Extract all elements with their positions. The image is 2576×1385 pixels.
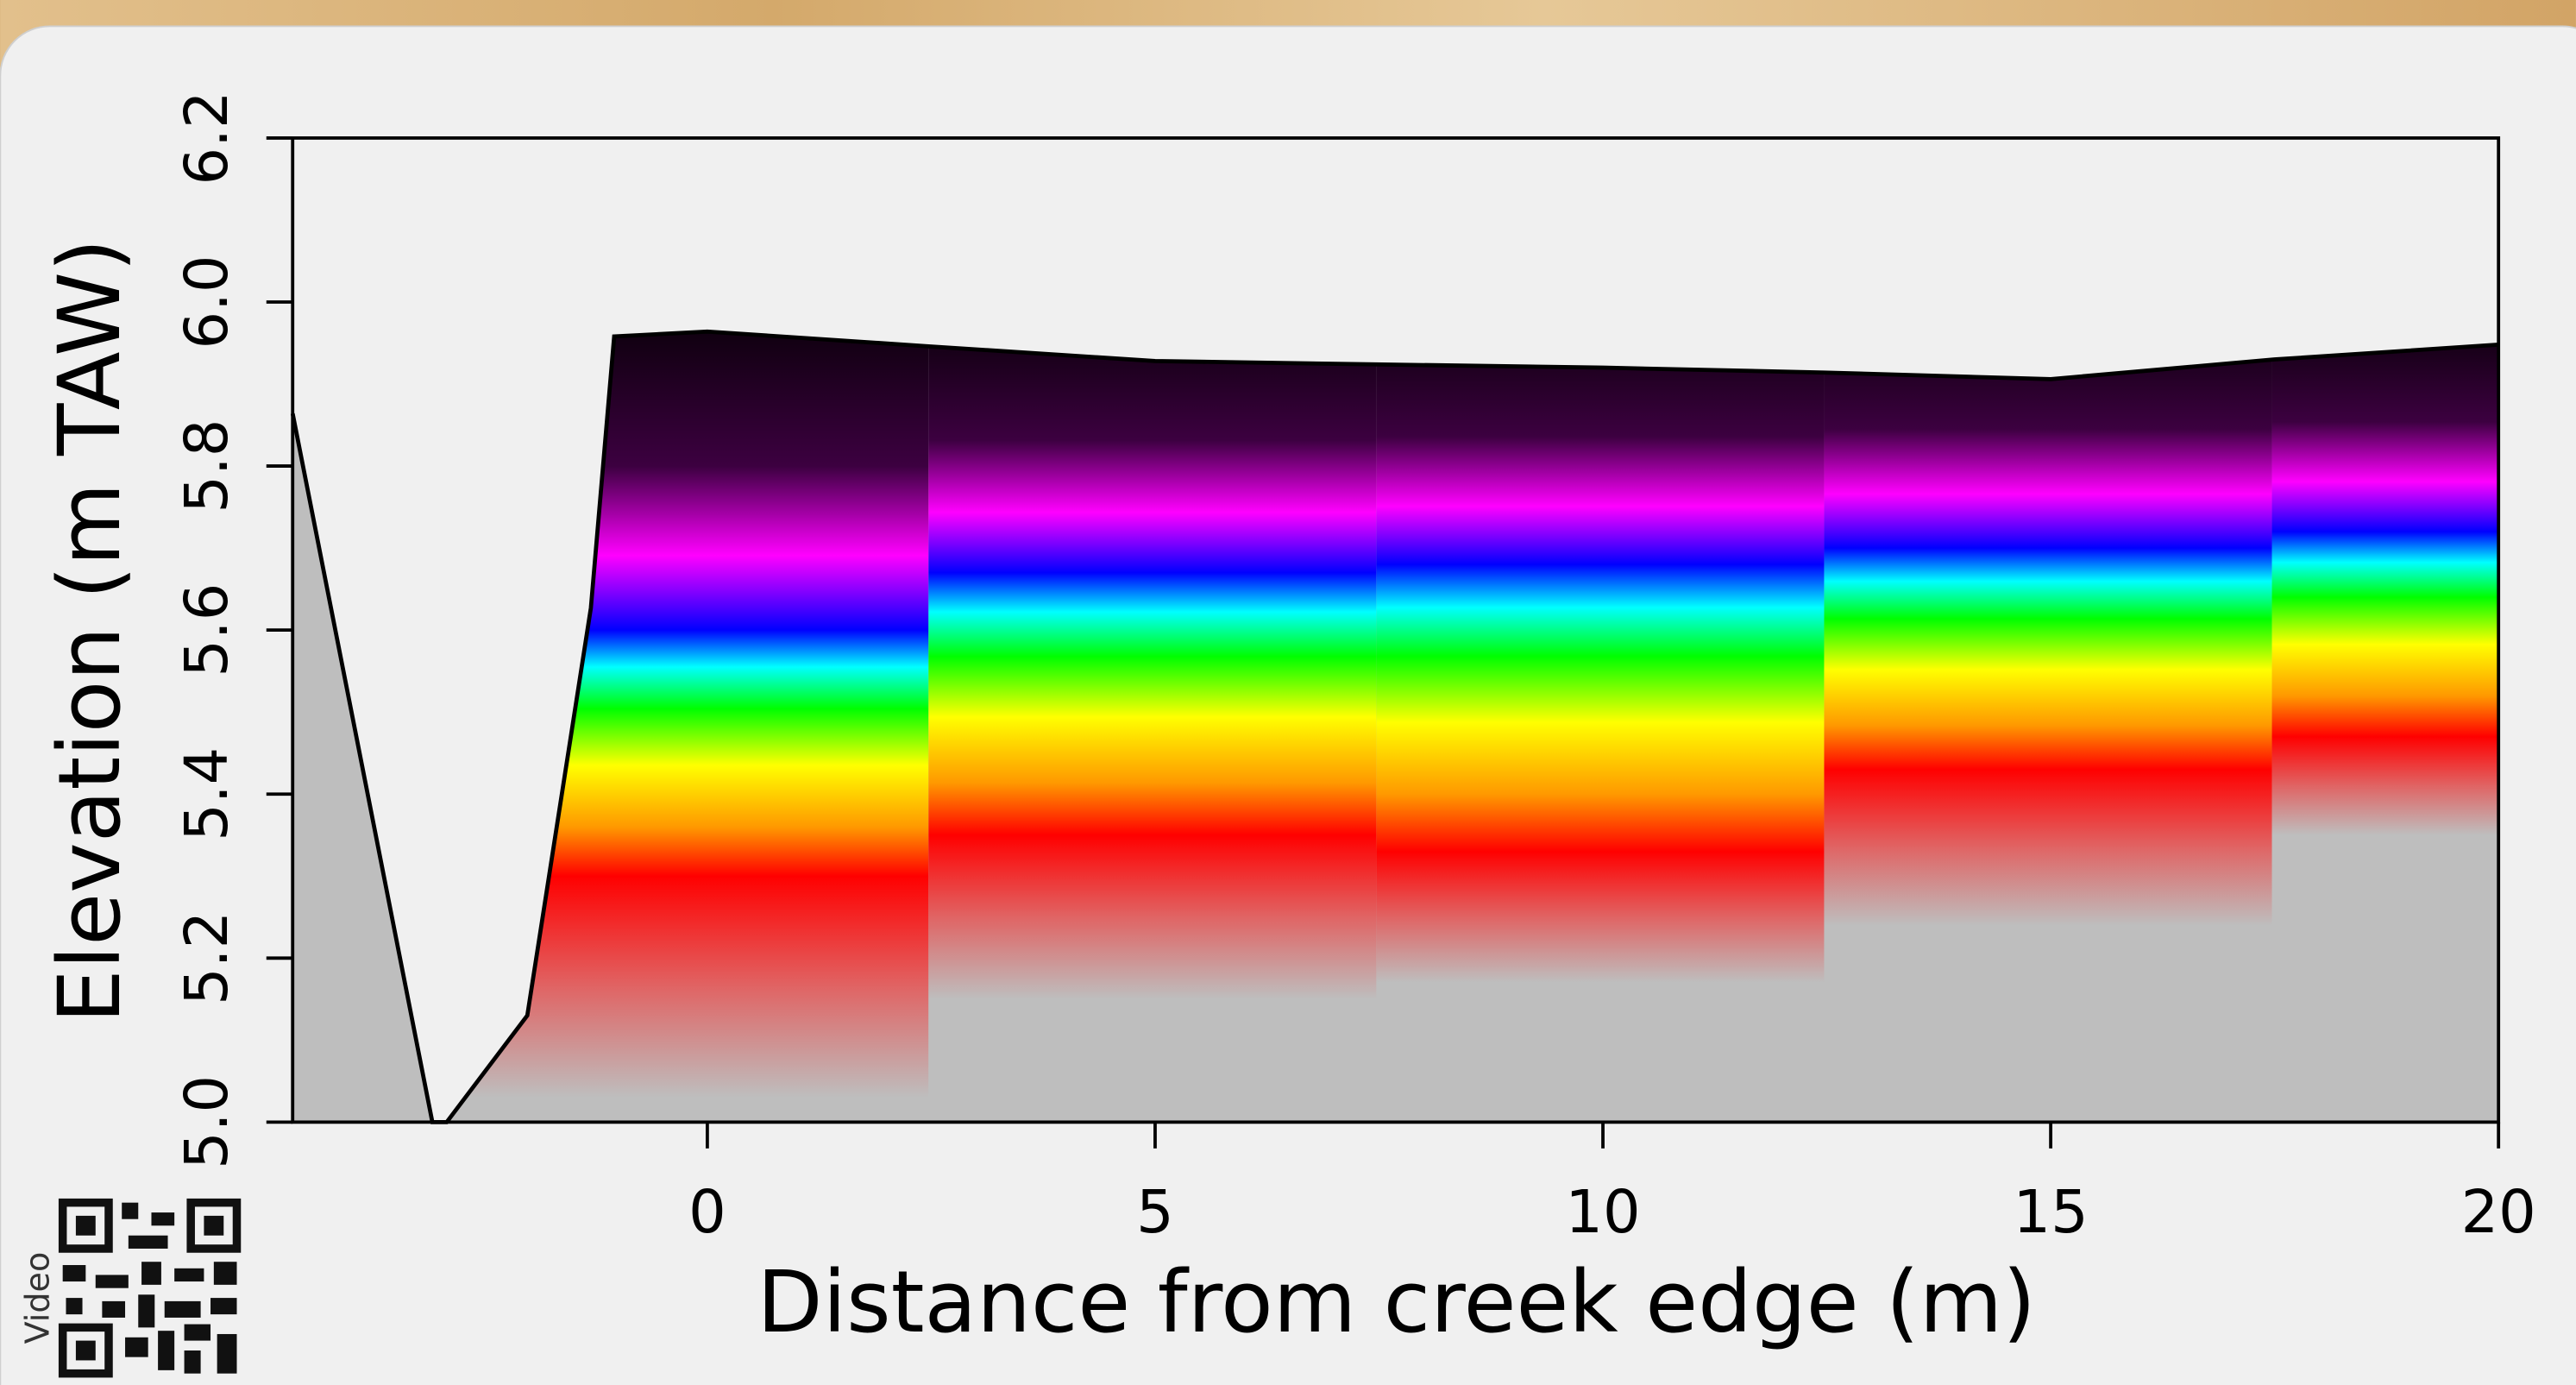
slide: 0 5 10 15 20 5.0 5.2 5.4 5.6 5.8 6.0 6.2 Distance fr… <box>0 0 2576 1385</box>
y-axis-title: Elevation (m TAW) <box>41 238 140 1023</box>
y-tick-label: 5.4 <box>173 747 242 841</box>
x-tick-label: 20 <box>2461 1178 2536 1247</box>
y-tick-label: 6.0 <box>173 255 242 349</box>
y-tick-label: 5.0 <box>173 1075 242 1169</box>
y-tick-label: 5.6 <box>173 583 242 677</box>
x-tick-label: 5 <box>1136 1178 1174 1247</box>
x-tick-label: 0 <box>688 1178 726 1247</box>
y-tick-label: 5.2 <box>173 911 242 1005</box>
qr-caption: Video <box>19 1252 57 1344</box>
x-tick-label: 15 <box>2014 1178 2089 1247</box>
y-tick-label: 6.2 <box>173 91 242 185</box>
y-tick-label: 5.8 <box>173 419 242 513</box>
x-axis-title: Distance from creek edge (m) <box>757 1253 2035 1352</box>
x-tick-label: 10 <box>1565 1178 1640 1247</box>
